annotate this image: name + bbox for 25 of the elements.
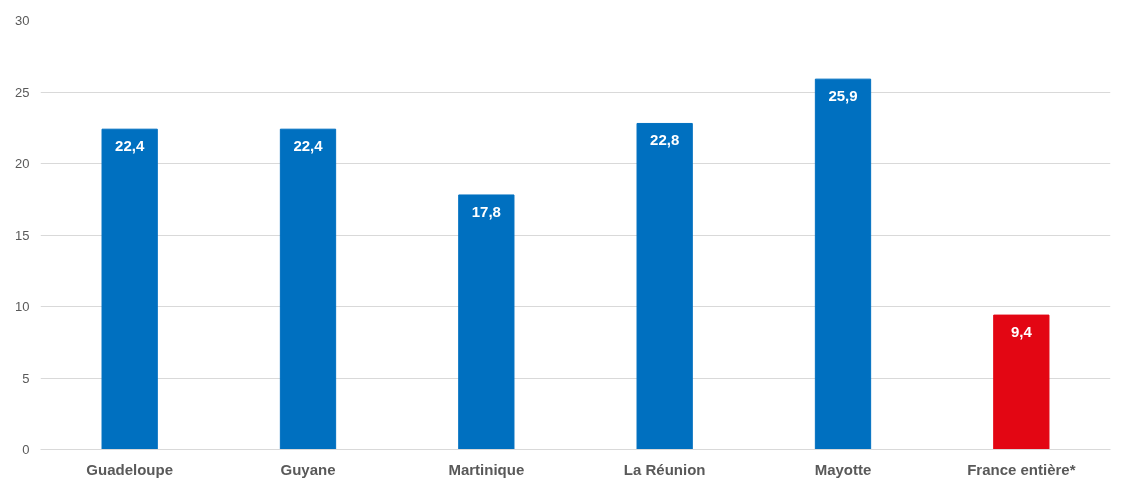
bar	[993, 314, 1050, 450]
bar	[279, 128, 337, 450]
y-tick-label: 5	[22, 370, 30, 386]
x-tick-label: Guyane	[280, 460, 336, 478]
bar	[636, 122, 693, 450]
y-tick-label: 25	[15, 84, 30, 100]
bar	[814, 78, 872, 450]
y-tick-label: 30	[15, 13, 30, 28]
x-tick-label: La Réunion	[623, 460, 706, 478]
y-tick-label: 10	[15, 299, 30, 314]
data-label: 17,8	[471, 202, 501, 220]
y-tick-label: 15	[15, 227, 30, 243]
bar	[458, 194, 515, 450]
data-label: 25,9	[828, 87, 858, 105]
x-tick-label: Martinique	[448, 460, 525, 478]
x-tick-label: France entière*	[967, 460, 1076, 478]
bar	[101, 128, 158, 450]
y-tick-label: 20	[15, 156, 30, 171]
data-label: 9,4	[1010, 323, 1033, 341]
data-label: 22,4	[115, 137, 145, 155]
data-label: 22,4	[293, 137, 324, 155]
x-tick-label: Mayotte	[814, 460, 872, 478]
data-label: 22,8	[650, 131, 680, 149]
x-tick-label: Guadeloupe	[86, 460, 174, 478]
y-tick-label: 0	[22, 442, 30, 457]
